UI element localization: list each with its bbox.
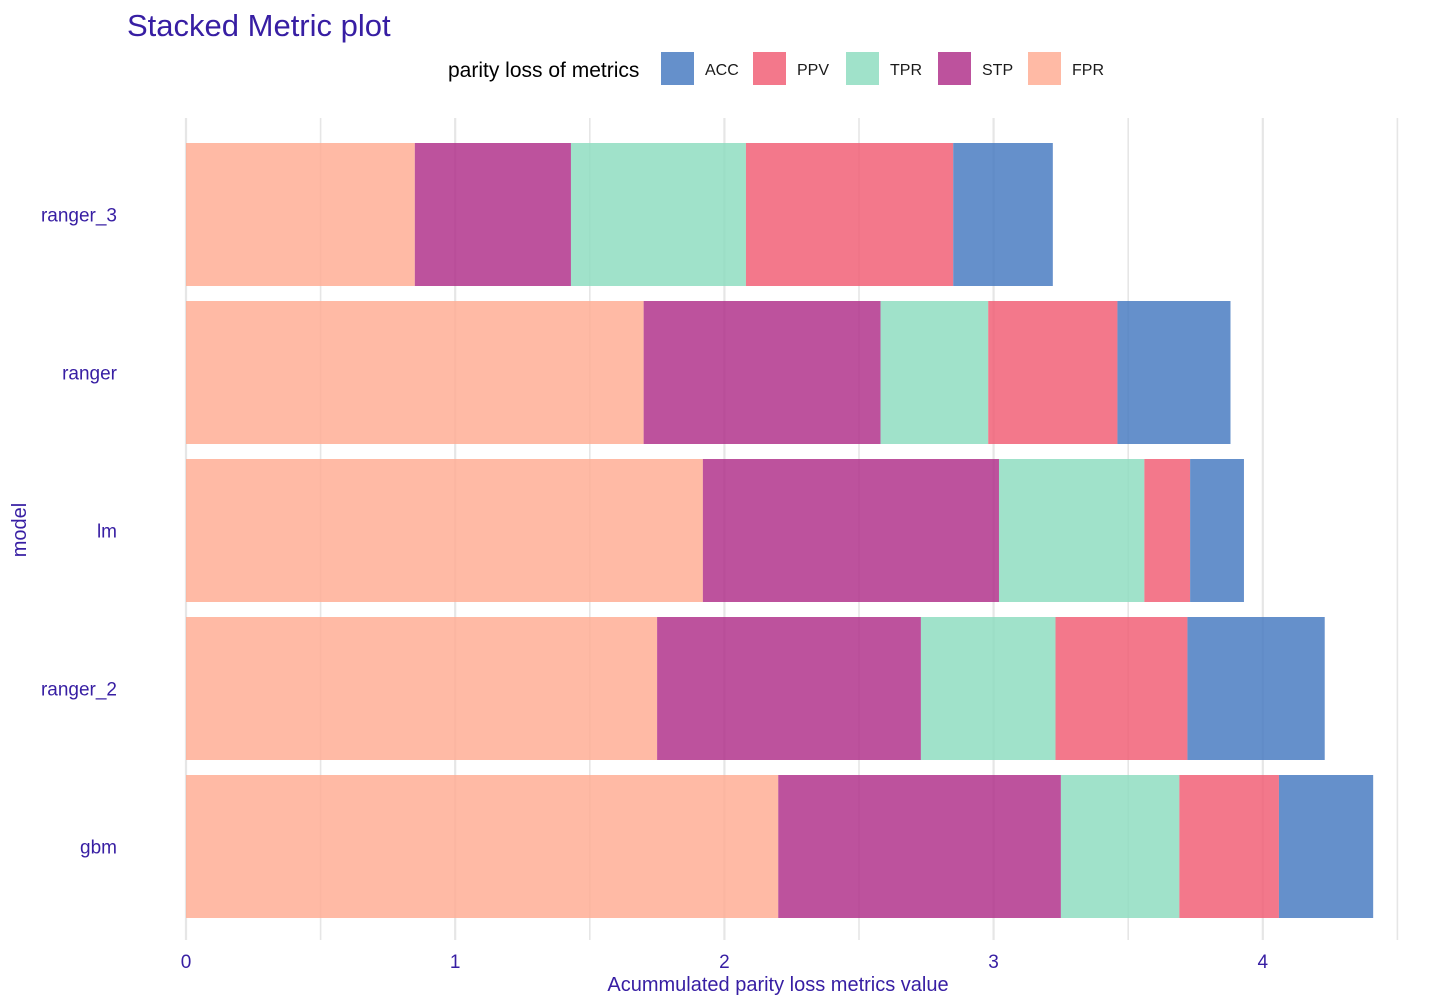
legend-label-ppv: PPV [797,62,829,79]
y-tick-label: ranger_3 [41,206,117,227]
legend-label-stp: STP [982,62,1013,79]
legend-label-acc: ACC [705,62,739,79]
y-tick-label: gbm [80,838,117,859]
x-axis-title: Acummulated parity loss metrics value [607,974,948,996]
bars [186,143,1374,918]
bar-segment-tpr [570,143,746,286]
bar-segment-stp [702,459,999,602]
y-axis-title: model [9,503,31,557]
bar-segment-fpr [186,459,703,602]
bar-segment-ppv [988,301,1118,444]
bar-segment-stp [778,775,1061,918]
bar-segment-acc [953,143,1053,286]
x-tick-label: 1 [450,952,461,973]
bar-segment-stp [414,143,571,286]
legend: parity loss of metrics ACC PPV TPR STP FPR [448,52,1104,85]
bar-segment-acc [1278,775,1374,918]
bar-segment-acc [1190,459,1244,602]
bar-segment-acc [1187,617,1325,760]
x-tick-label: 0 [181,952,192,973]
x-axis-tick-labels: 0 1 2 3 4 [181,952,1269,973]
bar-segment-tpr [1060,775,1180,918]
legend-label-tpr: TPR [890,62,922,79]
y-tick-label: ranger [62,364,118,385]
bar-segment-fpr [186,301,644,444]
x-tick-label: 2 [719,952,730,973]
legend-key-acc [661,52,694,85]
legend-key-fpr [1028,52,1061,85]
legend-key-tpr [846,52,879,85]
bar-segment-tpr [998,459,1145,602]
bar-segment-fpr [186,143,415,286]
bar-segment-stp [643,301,881,444]
bar-segment-ppv [1144,459,1191,602]
legend-label-fpr: FPR [1072,62,1104,79]
bar-segment-acc [1117,301,1231,444]
bar-segment-stp [657,617,921,760]
bar-segment-fpr [186,775,779,918]
y-tick-label: lm [97,522,117,543]
bar-segment-ppv [1179,775,1279,918]
x-tick-label: 3 [988,952,999,973]
chart-title: Stacked Metric plot [127,8,391,43]
bar-segment-tpr [920,617,1056,760]
x-tick-label: 4 [1258,952,1269,973]
bar-segment-ppv [745,143,954,286]
bar-segment-fpr [186,617,658,760]
bar-segment-tpr [880,301,989,444]
legend-key-ppv [753,52,786,85]
bar-segment-ppv [1055,617,1188,760]
legend-key-stp [938,52,971,85]
y-tick-label: ranger_2 [41,680,117,701]
legend-title: parity loss of metrics [448,59,639,82]
